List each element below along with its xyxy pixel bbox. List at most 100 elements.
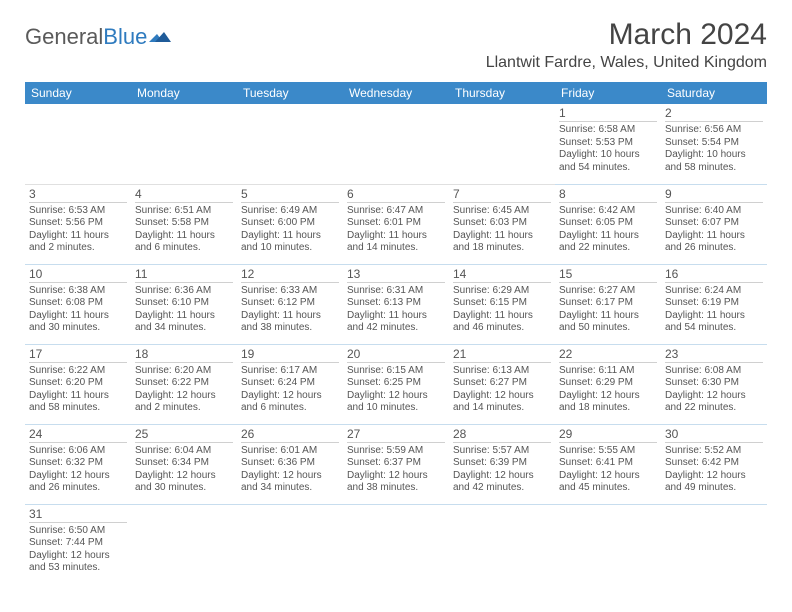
calendar-cell: 28 Sunrise: 5:57 AMSunset: 6:39 PMDayligh… — [449, 424, 555, 504]
calendar-cell — [449, 504, 555, 584]
day-number: 31 — [29, 507, 127, 523]
calendar-cell: 8 Sunrise: 6:42 AMSunset: 6:05 PMDaylight… — [555, 184, 661, 264]
calendar-cell: 26 Sunrise: 6:01 AMSunset: 6:36 PMDayligh… — [237, 424, 343, 504]
day-info: Sunrise: 6:38 AMSunset: 6:08 PMDaylight:… — [29, 285, 127, 335]
column-header: Tuesday — [237, 82, 343, 104]
day-number: 23 — [665, 347, 763, 363]
day-info: Sunrise: 6:49 AMSunset: 6:00 PMDaylight:… — [241, 205, 339, 255]
logo-text-general: General — [25, 24, 103, 50]
day-info: Sunrise: 6:40 AMSunset: 6:07 PMDaylight:… — [665, 205, 763, 255]
day-number: 4 — [135, 187, 233, 203]
calendar-cell: 7Sunrise: 6:45 AMSunset: 6:03 PMDaylight… — [449, 184, 555, 264]
calendar-cell — [131, 104, 237, 184]
day-number: 21 — [453, 347, 551, 363]
calendar-cell: 17 Sunrise: 6:22 AMSunset: 6:20 PMDayligh… — [25, 344, 131, 424]
calendar-cell: 10 Sunrise: 6:38 AMSunset: 6:08 PMDayligh… — [25, 264, 131, 344]
calendar-cell: 9 Sunrise: 6:40 AMSunset: 6:07 PMDaylight… — [661, 184, 767, 264]
calendar-cell: 19Sunrise: 6:17 AMSunset: 6:24 PMDayligh… — [237, 344, 343, 424]
day-number: 8 — [559, 187, 657, 203]
calendar-cell — [449, 104, 555, 184]
calendar-cell: 23 Sunrise: 6:08 AMSunset: 6:30 PMDayligh… — [661, 344, 767, 424]
day-info: Sunrise: 6:13 AMSunset: 6:27 PMDaylight:… — [453, 365, 551, 415]
day-number: 22 — [559, 347, 657, 363]
calendar-cell — [343, 504, 449, 584]
day-info: Sunrise: 6:36 AMSunset: 6:10 PMDaylight:… — [135, 285, 233, 335]
day-number: 16 — [665, 267, 763, 283]
calendar-cell: 27Sunrise: 5:59 AMSunset: 6:37 PMDayligh… — [343, 424, 449, 504]
day-info: Sunrise: 5:57 AMSunset: 6:39 PMDaylight:… — [453, 445, 551, 495]
calendar-cell: 15Sunrise: 6:27 AMSunset: 6:17 PMDayligh… — [555, 264, 661, 344]
day-number: 3 — [29, 187, 127, 203]
calendar-cell — [237, 104, 343, 184]
day-info: Sunrise: 6:08 AMSunset: 6:30 PMDaylight:… — [665, 365, 763, 415]
day-number: 14 — [453, 267, 551, 283]
calendar-cell: 1 Sunrise: 6:58 AMSunset: 5:53 PMDaylight… — [555, 104, 661, 184]
calendar-cell: 11 Sunrise: 6:36 AMSunset: 6:10 PMDayligh… — [131, 264, 237, 344]
day-info: Sunrise: 6:33 AMSunset: 6:12 PMDaylight:… — [241, 285, 339, 335]
day-number: 6 — [347, 187, 445, 203]
day-info: Sunrise: 6:04 AMSunset: 6:34 PMDaylight:… — [135, 445, 233, 495]
calendar-cell: 12Sunrise: 6:33 AMSunset: 6:12 PMDayligh… — [237, 264, 343, 344]
day-number: 5 — [241, 187, 339, 203]
logo: GeneralBlue — [25, 24, 171, 50]
day-number: 24 — [29, 427, 127, 443]
day-number: 28 — [453, 427, 551, 443]
calendar-header: SundayMondayTuesdayWednesdayThursdayFrid… — [25, 82, 767, 104]
calendar-body: 1 Sunrise: 6:58 AMSunset: 5:53 PMDaylight… — [25, 104, 767, 584]
calendar-cell: 5 Sunrise: 6:49 AMSunset: 6:00 PMDaylight… — [237, 184, 343, 264]
day-number: 18 — [135, 347, 233, 363]
day-info: Sunrise: 6:53 AMSunset: 5:56 PMDaylight:… — [29, 205, 127, 255]
day-info: Sunrise: 6:31 AMSunset: 6:13 PMDaylight:… — [347, 285, 445, 335]
day-number: 2 — [665, 106, 763, 122]
day-info: Sunrise: 5:52 AMSunset: 6:42 PMDaylight:… — [665, 445, 763, 495]
calendar-cell: 25 Sunrise: 6:04 AMSunset: 6:34 PMDayligh… — [131, 424, 237, 504]
day-number: 26 — [241, 427, 339, 443]
calendar-cell — [555, 504, 661, 584]
day-number: 10 — [29, 267, 127, 283]
day-number: 29 — [559, 427, 657, 443]
day-info: Sunrise: 6:47 AMSunset: 6:01 PMDaylight:… — [347, 205, 445, 255]
day-info: Sunrise: 6:58 AMSunset: 5:53 PMDaylight:… — [559, 124, 657, 174]
day-number: 25 — [135, 427, 233, 443]
day-number: 11 — [135, 267, 233, 283]
calendar-cell: 2 Sunrise: 6:56 AMSunset: 5:54 PMDaylight… — [661, 104, 767, 184]
day-info: Sunrise: 6:29 AMSunset: 6:15 PMDaylight:… — [453, 285, 551, 335]
column-header: Sunday — [25, 82, 131, 104]
day-info: Sunrise: 6:15 AMSunset: 6:25 PMDaylight:… — [347, 365, 445, 415]
column-header: Thursday — [449, 82, 555, 104]
day-info: Sunrise: 5:55 AMSunset: 6:41 PMDaylight:… — [559, 445, 657, 495]
title-block: March 2024 Llantwit Fardre, Wales, Unite… — [486, 18, 767, 72]
calendar-cell — [343, 104, 449, 184]
calendar-cell: 4 Sunrise: 6:51 AMSunset: 5:58 PMDaylight… — [131, 184, 237, 264]
column-header: Friday — [555, 82, 661, 104]
day-info: Sunrise: 6:51 AMSunset: 5:58 PMDaylight:… — [135, 205, 233, 255]
day-number: 17 — [29, 347, 127, 363]
calendar-cell — [661, 504, 767, 584]
day-info: Sunrise: 6:50 AMSunset: 7:44 PMDaylight:… — [29, 525, 127, 575]
calendar-cell: 31 Sunrise: 6:50 AMSunset: 7:44 PMDayligh… — [25, 504, 131, 584]
calendar-cell — [237, 504, 343, 584]
calendar-cell: 18Sunrise: 6:20 AMSunset: 6:22 PMDayligh… — [131, 344, 237, 424]
calendar-cell: 24Sunrise: 6:06 AMSunset: 6:32 PMDayligh… — [25, 424, 131, 504]
calendar-cell: 3 Sunrise: 6:53 AMSunset: 5:56 PMDaylight… — [25, 184, 131, 264]
calendar-cell: 22Sunrise: 6:11 AMSunset: 6:29 PMDayligh… — [555, 344, 661, 424]
day-number: 27 — [347, 427, 445, 443]
day-number: 1 — [559, 106, 657, 122]
day-number: 15 — [559, 267, 657, 283]
day-number: 30 — [665, 427, 763, 443]
logo-flag-icon — [149, 28, 171, 44]
day-info: Sunrise: 6:56 AMSunset: 5:54 PMDaylight:… — [665, 124, 763, 174]
calendar-cell — [25, 104, 131, 184]
day-number: 9 — [665, 187, 763, 203]
day-number: 7 — [453, 187, 551, 203]
day-info: Sunrise: 6:22 AMSunset: 6:20 PMDaylight:… — [29, 365, 127, 415]
column-header: Monday — [131, 82, 237, 104]
header: GeneralBlue March 2024 Llantwit Fardre, … — [25, 18, 767, 72]
day-info: Sunrise: 6:42 AMSunset: 6:05 PMDaylight:… — [559, 205, 657, 255]
calendar-cell: 6 Sunrise: 6:47 AMSunset: 6:01 PMDaylight… — [343, 184, 449, 264]
day-info: Sunrise: 6:01 AMSunset: 6:36 PMDaylight:… — [241, 445, 339, 495]
column-header: Wednesday — [343, 82, 449, 104]
calendar-cell: 20Sunrise: 6:15 AMSunset: 6:25 PMDayligh… — [343, 344, 449, 424]
day-info: Sunrise: 6:17 AMSunset: 6:24 PMDaylight:… — [241, 365, 339, 415]
calendar-cell: 13Sunrise: 6:31 AMSunset: 6:13 PMDayligh… — [343, 264, 449, 344]
